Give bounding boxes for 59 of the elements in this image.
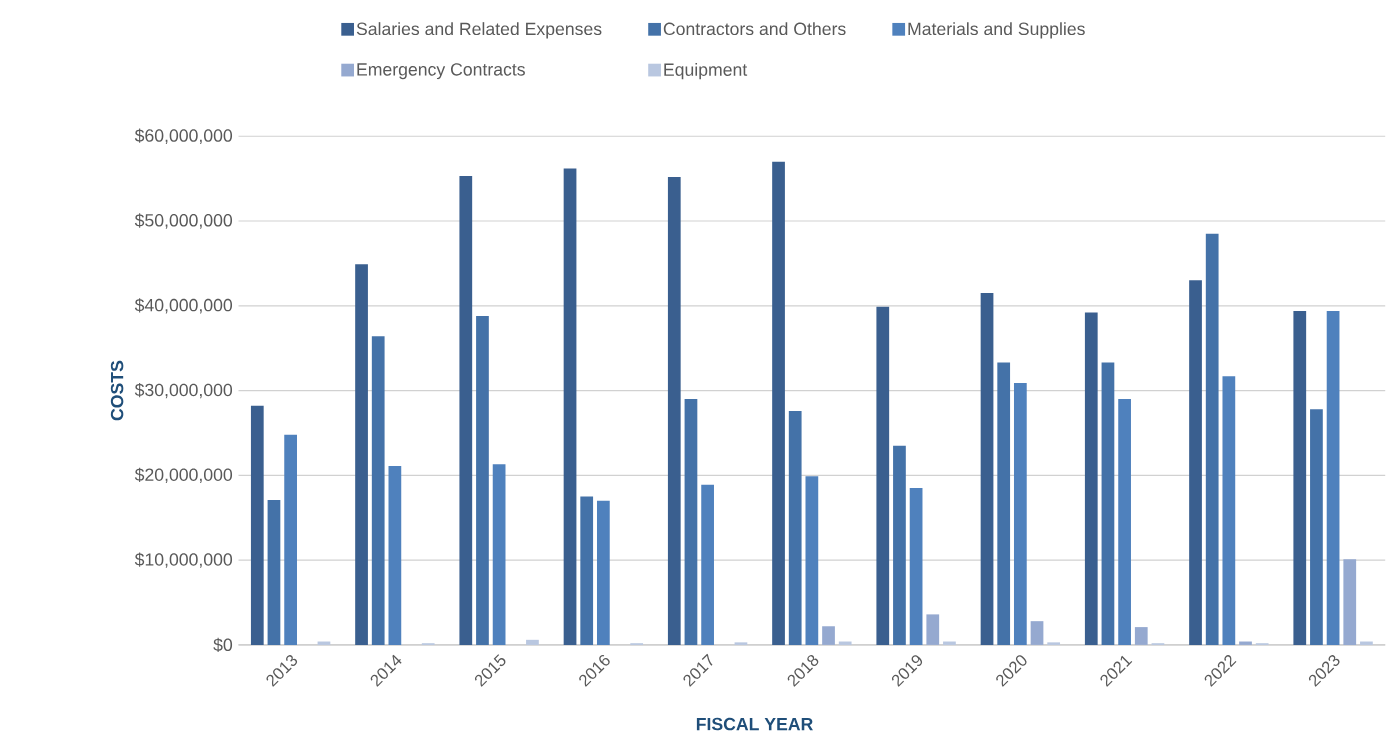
bar: [1118, 399, 1131, 645]
bar: [909, 488, 923, 645]
bar: [822, 626, 835, 645]
bar: [1326, 310, 1340, 645]
legend-label: Materials and Supplies: [908, 22, 1085, 39]
bar: [1189, 280, 1202, 645]
bar: [267, 499, 281, 645]
bar: [1343, 559, 1357, 645]
bar: [1030, 621, 1044, 645]
legend-label: Equipment: [664, 62, 748, 80]
bar: [926, 614, 940, 645]
y-tick-label: $40,000,000: [134, 298, 233, 314]
bar: [876, 306, 890, 645]
x-axis-title: FISCAL YEAR: [696, 717, 813, 731]
y-tick-label: $0: [213, 637, 233, 653]
bar: [1360, 641, 1373, 645]
bar: [667, 176, 681, 645]
bar: [355, 264, 368, 645]
bar: [1205, 233, 1219, 645]
bar: [1084, 312, 1098, 645]
bar: [526, 639, 539, 645]
bar: [772, 161, 785, 645]
y-tick-label: $30,000,000: [134, 382, 233, 399]
bar: [893, 445, 906, 645]
bar: [284, 434, 297, 645]
bar: [250, 405, 264, 645]
bar: [805, 476, 819, 645]
bar: [1013, 382, 1027, 645]
bar: [476, 315, 489, 645]
y-axis-title: COSTS: [110, 360, 124, 421]
bar: [459, 176, 473, 645]
bar: [1134, 627, 1148, 645]
y-tick-label: $10,000,000: [134, 552, 233, 568]
y-tick-label: $60,000,000: [134, 128, 233, 144]
bar: [1239, 641, 1252, 645]
bar: [788, 410, 802, 645]
bar: [943, 641, 956, 645]
y-tick-label: $20,000,000: [134, 467, 233, 484]
bar: [1222, 376, 1236, 645]
bar: [563, 168, 577, 645]
bar: [597, 500, 610, 645]
y-tick-label: $50,000,000: [134, 213, 233, 229]
bar: [1101, 362, 1115, 645]
bar: [371, 336, 385, 645]
bar: [388, 466, 402, 645]
legend-label: Salaries and Related Expenses: [356, 22, 602, 39]
legend-label: Contractors and Others: [663, 22, 846, 36]
bar: [1293, 310, 1307, 645]
bar: [492, 464, 506, 645]
legend-label: Emergency Contracts: [357, 63, 525, 80]
bar: [701, 484, 714, 645]
bar: [580, 496, 594, 645]
bar: [997, 362, 1011, 645]
bar: [980, 293, 994, 645]
bar: [1047, 642, 1061, 645]
bar: [1310, 409, 1323, 645]
bar: [838, 641, 852, 645]
bar: [684, 399, 698, 645]
bar: [734, 642, 748, 645]
